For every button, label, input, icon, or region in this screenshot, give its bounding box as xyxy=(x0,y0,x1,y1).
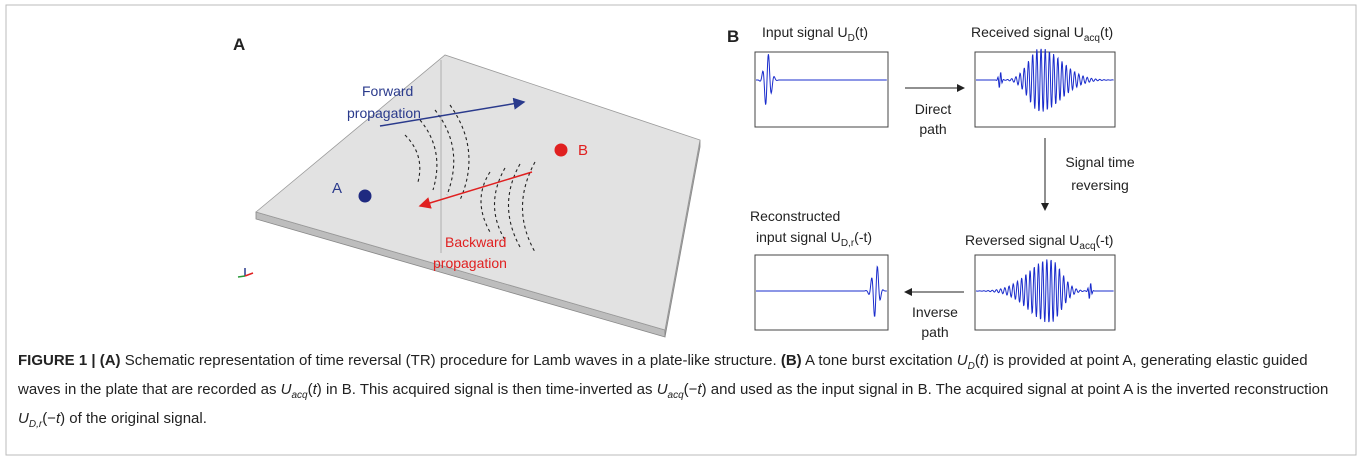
signal-label: Reconstructed xyxy=(750,208,840,224)
signal-label: input signal UD,r(-t) xyxy=(756,229,872,249)
caption-text: ( xyxy=(307,381,313,398)
caption-math: U xyxy=(956,352,968,369)
waveform xyxy=(976,48,1114,112)
caption-math: t xyxy=(55,410,61,427)
label-text: Input signal U xyxy=(762,24,848,40)
waveform xyxy=(975,259,1114,323)
caption-math: D xyxy=(967,361,975,372)
waveforms xyxy=(755,48,1114,323)
caption-text: ( xyxy=(974,352,980,369)
point-a xyxy=(358,189,372,203)
point-b-label: B xyxy=(578,142,588,159)
caption-text: ) of the original signal. xyxy=(60,410,207,427)
caption-math: t xyxy=(312,381,317,398)
arrow-label: Inverse xyxy=(912,304,958,320)
caption-text: (− xyxy=(42,410,56,427)
arrow-label: path xyxy=(919,121,946,137)
caption-text: ) is provided at point A, generating ela… xyxy=(18,352,1308,398)
figure-border xyxy=(5,4,1357,456)
caption-math: U xyxy=(656,381,668,398)
panel-label: B xyxy=(727,27,739,46)
label-tail: (-t) xyxy=(1096,232,1114,248)
caption-bold: (B) xyxy=(780,352,802,369)
caption-text: ) in B. This acquired signal is then tim… xyxy=(316,381,657,398)
caption-text: (− xyxy=(683,381,698,398)
signal-label: Received signal Uacq(t) xyxy=(971,24,1113,44)
label-text: Received signal U xyxy=(971,24,1084,40)
caption-math: U xyxy=(18,410,29,427)
label-sub: D,r xyxy=(841,238,855,249)
waveform xyxy=(755,54,887,105)
label-tail: (t) xyxy=(855,24,868,40)
backward-label: propagation xyxy=(433,255,507,271)
caption-text: A tone burst excitation xyxy=(801,352,957,369)
forward-arrow xyxy=(379,97,526,127)
forward-label: Forward xyxy=(362,83,413,99)
label-sub: D xyxy=(848,33,855,44)
arrow-label: reversing xyxy=(1071,177,1129,193)
arrow-label: Direct xyxy=(915,101,952,117)
label-tail: (-t) xyxy=(854,229,872,245)
label-sub: acq xyxy=(1079,241,1095,252)
arrow-label: path xyxy=(921,324,948,340)
forward-label: propagation xyxy=(347,105,421,121)
signal-label: Reversed signal Uacq(-t) xyxy=(965,232,1113,252)
caption-math: acq xyxy=(667,390,684,401)
arrow-label: Signal time xyxy=(1065,154,1134,170)
caption-math: U xyxy=(280,381,292,398)
backward-arrow xyxy=(418,171,533,209)
waveform xyxy=(756,265,887,317)
wavefronts xyxy=(404,104,536,253)
caption-math: t xyxy=(979,352,985,369)
label-tail: (t) xyxy=(1100,24,1113,40)
panel-label: A xyxy=(233,35,245,54)
axis-icon xyxy=(237,268,254,278)
caption-math: D,r xyxy=(28,419,43,430)
label-text: input signal U xyxy=(756,229,841,245)
caption-math: acq xyxy=(291,390,308,401)
label-text: Reversed signal U xyxy=(965,232,1079,248)
caption: FIGURE 1 | (A) Schematic representation … xyxy=(18,349,1343,436)
caption-bold: FIGURE 1 | (A) xyxy=(18,352,121,369)
backward-label: Backward xyxy=(445,234,506,250)
plate xyxy=(255,54,701,331)
signal-boxes xyxy=(754,51,1116,331)
caption-text: ) and used as the input signal in B. The… xyxy=(701,381,1329,398)
caption-text: Schematic representation of time reversa… xyxy=(120,352,781,369)
point-b xyxy=(554,143,568,157)
caption-math: t xyxy=(697,381,702,398)
point-a-label: A xyxy=(332,180,342,197)
signal-label: Input signal UD(t) xyxy=(762,24,868,44)
label-sub: acq xyxy=(1084,33,1100,44)
